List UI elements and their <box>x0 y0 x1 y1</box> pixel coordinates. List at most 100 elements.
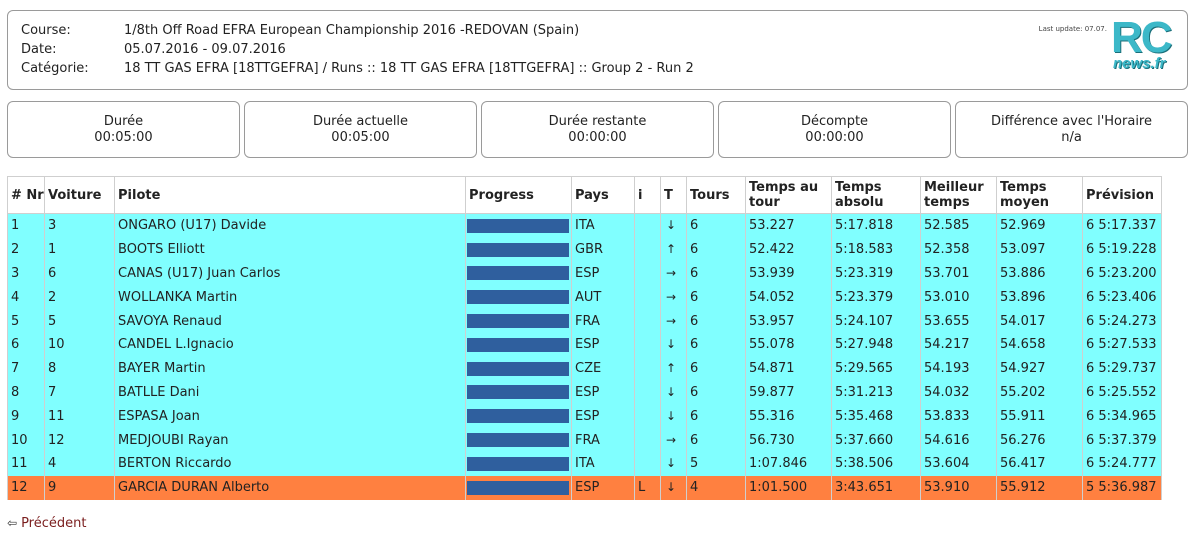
cell-moyen: 55.202 <box>996 380 1083 405</box>
cell-temps-absolu: 5:23.379 <box>831 285 921 310</box>
cell-pays: ESP <box>571 261 635 286</box>
cell-prevision: 6 5:37.379 <box>1082 428 1162 452</box>
col-header-meilleur[interactable]: Meilleur temps <box>920 176 997 214</box>
col-header-tours[interactable]: Tours <box>686 176 746 214</box>
cell-voiture: 5 <box>44 309 115 333</box>
cell-temps-tour: 54.052 <box>745 285 832 310</box>
progress-bar <box>467 314 569 329</box>
stat-duree-actuelle: Durée actuelle 00:05:00 <box>244 101 477 158</box>
col-header-nr[interactable]: # Nr <box>7 176 45 214</box>
arrow-down-icon: ↓ <box>665 384 677 399</box>
cell-voiture: 3 <box>44 213 115 238</box>
cell-nr: 8 <box>7 380 45 405</box>
cell-pilote: ONGARO (U17) Davide <box>114 213 466 238</box>
cell-moyen: 53.097 <box>996 237 1083 262</box>
cell-pays: GBR <box>571 237 635 262</box>
cell-moyen: 54.017 <box>996 309 1083 333</box>
cell-prevision: 6 5:27.533 <box>1082 332 1162 357</box>
col-header-pays[interactable]: Pays <box>571 176 635 214</box>
cell-temps-tour: 59.877 <box>745 380 832 405</box>
cell-tours: 5 <box>686 451 746 476</box>
cell-nr: 5 <box>7 309 45 333</box>
cell-tours: 6 <box>686 261 746 286</box>
cell-meilleur: 53.833 <box>920 404 997 429</box>
table-row: 7 8 BAYER Martin CZE ↑ 6 54.871 5:29.565 54.193 5… <box>7 356 1162 381</box>
cell-moyen: 56.276 <box>996 428 1083 452</box>
cell-voiture: 8 <box>44 356 115 381</box>
progress-bar <box>467 242 569 257</box>
cell-pays: ESP <box>571 332 635 357</box>
arrow-up-icon: ↑ <box>665 242 677 257</box>
cell-temps-absolu: 5:18.583 <box>831 237 921 262</box>
col-header-i[interactable]: i <box>634 176 661 214</box>
cell-nr: 4 <box>7 285 45 310</box>
cell-trend: → <box>660 285 687 310</box>
col-header-temps-tour[interactable]: Temps au tour <box>745 176 832 214</box>
cell-i <box>634 404 661 429</box>
cell-trend: ↓ <box>660 475 687 500</box>
cell-voiture: 6 <box>44 261 115 286</box>
cell-pilote: CANAS (U17) Juan Carlos <box>114 261 466 286</box>
col-header-t[interactable]: T <box>660 176 687 214</box>
cell-pilote: ESPASA Joan <box>114 404 466 429</box>
cell-trend: → <box>660 261 687 286</box>
course-value: 1/8th Off Road EFRA European Championshi… <box>124 23 580 38</box>
stat-label: Décompte <box>800 114 869 129</box>
cell-nr: 3 <box>7 261 45 286</box>
col-header-progress[interactable]: Progress <box>465 176 572 214</box>
col-header-prevision[interactable]: Prévision <box>1082 176 1162 214</box>
cell-temps-absolu: 5:23.319 <box>831 261 921 286</box>
progress-bar <box>467 218 569 233</box>
cell-pays: ESP <box>571 475 635 500</box>
cell-progress <box>465 404 572 429</box>
stat-difference-horaire: Différence avec l'Horaire n/a <box>955 101 1188 158</box>
progress-bar <box>467 337 569 352</box>
col-header-voiture[interactable]: Voiture <box>44 176 115 214</box>
table-row: 4 2 WOLLANKA Martin AUT → 6 54.052 5:23.379 53.0… <box>7 285 1162 310</box>
cell-meilleur: 53.910 <box>920 475 997 500</box>
stat-duree-restante: Durée restante 00:00:00 <box>481 101 714 158</box>
col-header-temps-absolu[interactable]: Temps absolu <box>831 176 921 214</box>
cell-progress <box>465 380 572 405</box>
cell-voiture: 10 <box>44 332 115 357</box>
cell-temps-tour: 53.227 <box>745 213 832 238</box>
stat-decompte: Décompte 00:00:00 <box>718 101 951 158</box>
cell-prevision: 6 5:25.552 <box>1082 380 1162 405</box>
stat-duree: Durée 00:05:00 <box>7 101 240 158</box>
cell-meilleur: 53.655 <box>920 309 997 333</box>
cell-trend: ↓ <box>660 213 687 238</box>
cell-moyen: 52.969 <box>996 213 1083 238</box>
cell-moyen: 55.911 <box>996 404 1083 429</box>
col-header-pilote[interactable]: Pilote <box>114 176 466 214</box>
cell-temps-tour: 56.730 <box>745 428 832 452</box>
cell-tours: 4 <box>686 475 746 500</box>
cell-pays: ITA <box>571 451 635 476</box>
cell-nr: 2 <box>7 237 45 262</box>
stat-value: 00:05:00 <box>331 130 390 145</box>
cell-temps-absolu: 5:31.213 <box>831 380 921 405</box>
cell-pilote: BAYER Martin <box>114 356 466 381</box>
arrow-right-icon: → <box>665 289 677 304</box>
cell-meilleur: 53.010 <box>920 285 997 310</box>
col-header-moyen[interactable]: Temps moyen <box>996 176 1083 214</box>
arrow-down-icon: ↓ <box>665 480 677 495</box>
cell-nr: 10 <box>7 428 45 452</box>
table-row: 12 9 GARCIA DURAN Alberto ESP L ↓ 4 1:01.500 3:4… <box>7 475 1162 500</box>
cell-voiture: 1 <box>44 237 115 262</box>
arrow-left-icon: ⇦ <box>7 516 18 530</box>
cell-nr: 7 <box>7 356 45 381</box>
cell-i: L <box>634 475 661 500</box>
cell-nr: 9 <box>7 404 45 429</box>
cell-temps-tour: 55.316 <box>745 404 832 429</box>
table-row: 6 10 CANDEL L.Ignacio ESP ↓ 6 55.078 5:27.948 54… <box>7 332 1162 357</box>
cell-progress <box>465 428 572 452</box>
arrow-down-icon: ↓ <box>665 408 677 423</box>
cell-progress <box>465 285 572 310</box>
cell-trend: ↓ <box>660 380 687 405</box>
results-body: 1 3 ONGARO (U17) Davide ITA ↓ 6 53.227 5:17.818… <box>7 213 1162 500</box>
cell-tours: 6 <box>686 356 746 381</box>
cell-voiture: 7 <box>44 380 115 405</box>
previous-link[interactable]: ⇦ Précédent <box>7 516 86 531</box>
cell-temps-tour: 1:01.500 <box>745 475 832 500</box>
progress-bar <box>467 456 569 471</box>
